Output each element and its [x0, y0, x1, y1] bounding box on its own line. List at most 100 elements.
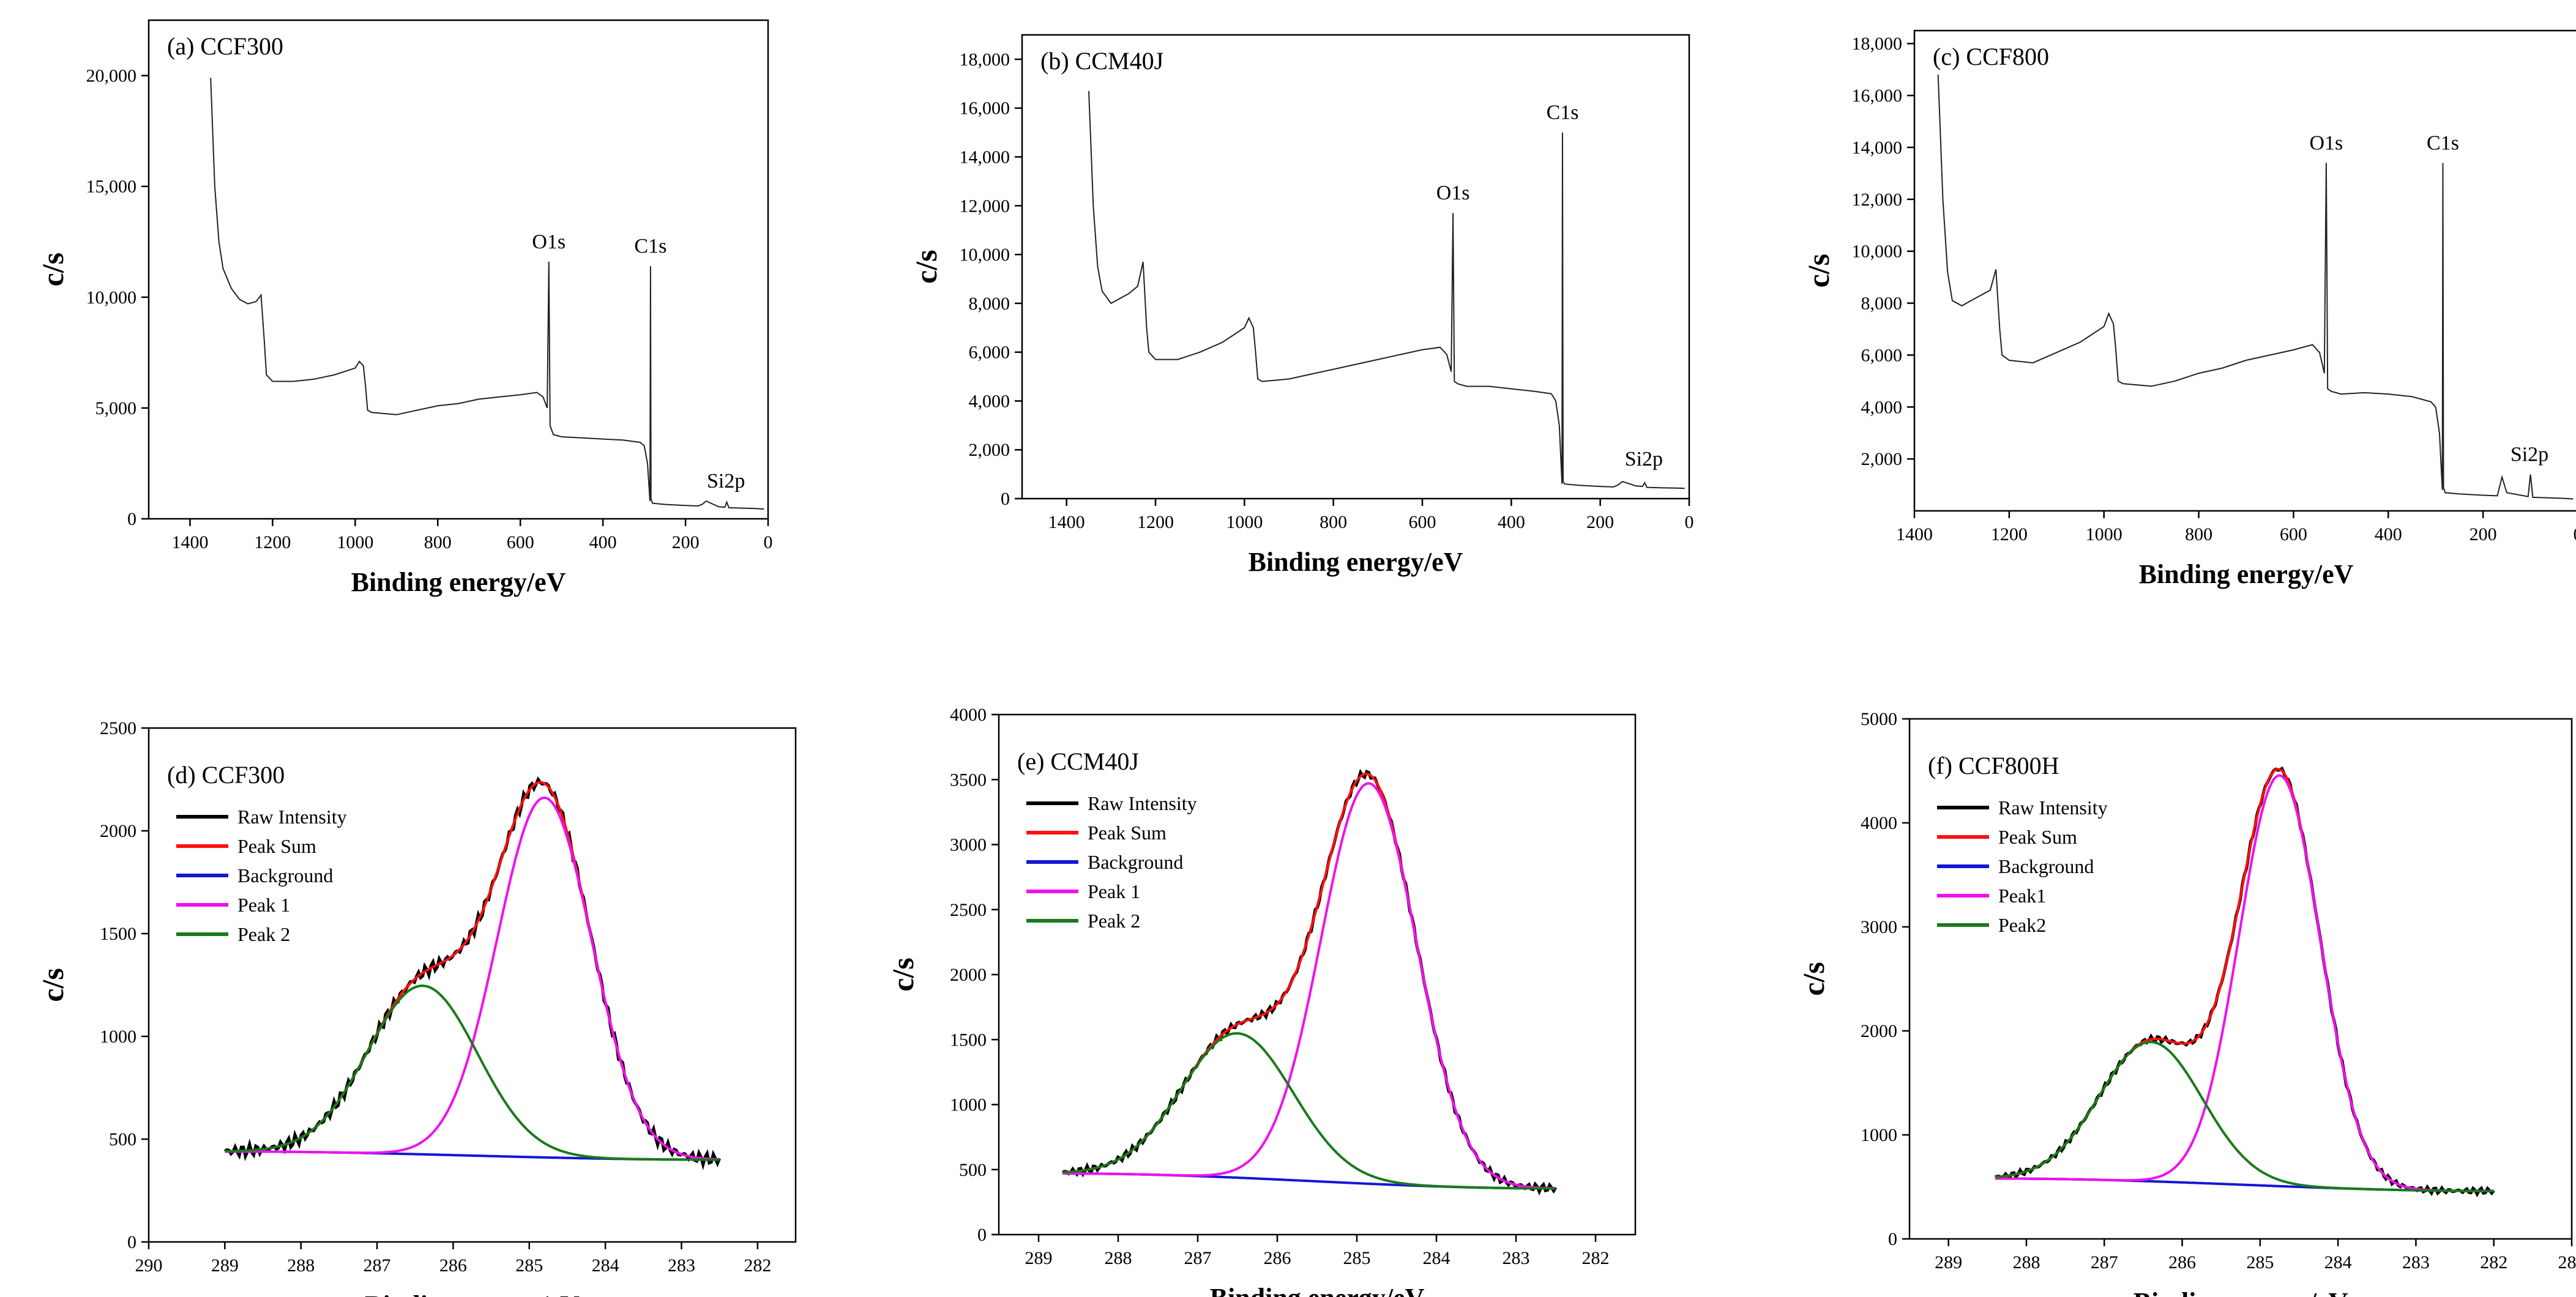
survey-spectrum-line: [210, 78, 764, 510]
x-axis-label: Binding energy/eV: [351, 567, 566, 597]
y-tick-label: 2000: [1861, 1021, 1897, 1041]
y-tick-label: 5,000: [95, 398, 137, 418]
y-tick-label: 6,000: [969, 343, 1010, 363]
y-tick-label: 8,000: [1861, 294, 1903, 314]
x-tick-label: 200: [2470, 524, 2497, 544]
x-tick-label: 285: [515, 1255, 543, 1276]
chart-title: (a) CCF300: [167, 32, 283, 60]
x-tick-label: 289: [211, 1255, 239, 1276]
x-tick-label: 1200: [254, 532, 291, 552]
x-tick-label: 400: [2375, 524, 2402, 544]
x-tick-label: 1400: [1048, 512, 1085, 532]
y-tick-label: 3000: [950, 835, 987, 855]
y-tick-label: 1500: [950, 1030, 987, 1050]
x-tick-label: 282: [744, 1255, 771, 1276]
y-tick-label: 18,000: [1852, 34, 1903, 54]
y-tick-label: 2000: [100, 821, 136, 841]
peak-label-o1s: O1s: [532, 231, 566, 253]
y-tick-label: 15,000: [86, 177, 137, 197]
y-tick-label: 14,000: [1852, 138, 1903, 158]
x-tick-label: 1400: [1896, 524, 1933, 544]
y-tick-label: 4,000: [969, 391, 1010, 411]
x-tick-label: 1000: [1226, 512, 1263, 532]
y-tick-label: 16,000: [1852, 86, 1903, 106]
x-tick-label: 290: [135, 1255, 163, 1276]
y-tick-label: 0: [977, 1225, 987, 1245]
y-tick-label: 4,000: [1861, 397, 1903, 417]
x-axis-label: Binding energy/eV: [1249, 547, 1463, 577]
legend-label: Peak 1: [1088, 880, 1140, 902]
y-axis-label: c/s: [35, 968, 70, 1002]
x-tick-label: 287: [1184, 1248, 1212, 1268]
y-tick-label: 1500: [100, 924, 136, 944]
y-tick-label: 10,000: [1852, 242, 1903, 262]
legend-label: Peak 2: [237, 923, 290, 945]
y-axis-label: c/s: [1801, 254, 1835, 288]
y-tick-label: 2,000: [969, 440, 1010, 460]
plot-frame: [1913, 29, 2576, 512]
x-tick-label: 284: [2324, 1252, 2352, 1273]
x-tick-label: 1200: [1991, 524, 2028, 544]
x-tick-label: 284: [1423, 1248, 1450, 1268]
x-tick-label: 287: [364, 1255, 391, 1276]
x-tick-label: 400: [1498, 512, 1525, 532]
x-tick-label: 285: [2246, 1252, 2274, 1273]
y-tick-label: 1000: [100, 1027, 136, 1047]
x-tick-label: 200: [1586, 512, 1614, 532]
y-tick-label: 3000: [1861, 917, 1897, 937]
plot-frame: [1908, 718, 2573, 1240]
peak-label-si2p: Si2p: [707, 470, 745, 492]
peak-label-o1s: O1s: [2309, 132, 2343, 154]
y-tick-label: 12,000: [960, 196, 1010, 216]
legend-label: Background: [1998, 855, 2094, 877]
x-tick-label: 281: [2558, 1252, 2576, 1273]
legend-label: Peak2: [1998, 914, 2046, 936]
x-tick-label: 600: [507, 532, 534, 552]
y-tick-label: 10,000: [960, 245, 1010, 265]
legend-label: Raw Intensity: [1998, 797, 2108, 819]
series-peak-1: [1062, 782, 1556, 1190]
plot-frame: [1021, 34, 1690, 500]
x-tick-label: 0: [2574, 524, 2576, 544]
y-tick-label: 4000: [1861, 813, 1897, 833]
y-axis-label: c/s: [886, 957, 920, 992]
x-tick-label: 288: [2012, 1252, 2040, 1273]
x-tick-label: 289: [1935, 1252, 1962, 1273]
y-tick-label: 0: [127, 509, 136, 529]
y-tick-label: 1000: [1861, 1125, 1897, 1145]
x-tick-label: 1200: [1137, 512, 1174, 532]
x-tick-label: 285: [1343, 1248, 1371, 1268]
y-tick-label: 0: [1001, 489, 1010, 509]
y-tick-label: 12,000: [1852, 190, 1903, 210]
series-peak-2: [1995, 1041, 2494, 1192]
chart-a-survey-ccf300: 1400 1200 1000 800 600 400 200 0 0 5,000 10,000 15,…: [35, 19, 773, 597]
peak-label-si2p: Si2p: [1625, 448, 1663, 470]
x-tick-label: 286: [439, 1255, 467, 1276]
x-tick-label: 286: [1264, 1248, 1291, 1268]
x-axis-label: Binding energy/eV: [1210, 1283, 1425, 1297]
x-axis-label: Binding energy/eV: [2139, 559, 2354, 589]
y-tick-label: 2,000: [1861, 449, 1903, 469]
x-tick-label: 282: [1582, 1248, 1610, 1268]
peak-label-o1s: O1s: [1436, 182, 1470, 204]
x-tick-label: 289: [1025, 1248, 1053, 1268]
y-tick-label: 500: [959, 1160, 987, 1180]
legend-label: Background: [237, 864, 333, 886]
legend-label: Raw Intensity: [237, 806, 347, 828]
y-tick-label: 14,000: [960, 147, 1010, 167]
x-axis-label: Binding energy/eV: [2134, 1287, 2348, 1297]
legend-label: Peak Sum: [237, 835, 316, 857]
chart-title: (c) CCF800: [1933, 43, 2049, 70]
peak-label-c1s: C1s: [2427, 132, 2459, 154]
plot-frame: [147, 727, 797, 1243]
x-tick-label: 1000: [337, 532, 373, 552]
x-tick-label: 600: [1409, 512, 1436, 532]
series-peak-2: [225, 984, 720, 1161]
x-tick-label: 282: [2480, 1252, 2507, 1273]
chart-title: (d) CCF300: [167, 761, 285, 789]
chart-title: (b) CCM40J: [1040, 47, 1163, 75]
legend-label: Background: [1088, 851, 1183, 873]
x-axis-label: Binding energy/eV: [365, 1290, 580, 1297]
y-tick-label: 5000: [1861, 709, 1897, 729]
x-tick-label: 400: [589, 532, 617, 552]
